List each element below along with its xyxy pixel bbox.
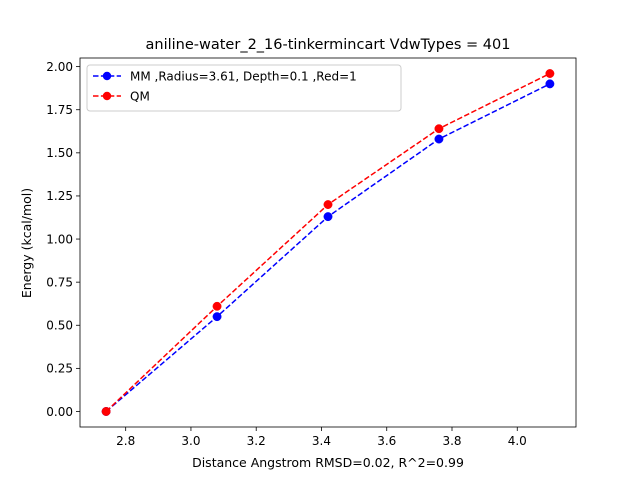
legend-box — [86, 64, 402, 112]
data-point — [323, 212, 333, 222]
x-tick-label: 3.4 — [312, 434, 331, 448]
y-tick-label: 2.00 — [46, 60, 73, 74]
y-tick-label: 1.75 — [46, 103, 73, 117]
data-point — [545, 69, 555, 78]
series-layer — [101, 69, 555, 416]
y-tick-label: 0.50 — [46, 319, 73, 333]
chart-title: aniline-water_2_16-tinkermincart VdwType… — [146, 37, 511, 53]
x-axis: 2.8 3.0 3.2 3.4 3.6 3.8 4.0 — [116, 427, 527, 448]
legend: MM ,Radius=3.61, Depth=0.1 ,Red=1 QM — [86, 64, 402, 112]
data-point — [434, 124, 444, 134]
y-axis: 0.00 0.25 0.50 0.75 1.00 1.25 1.50 1.75 2.00 — [46, 60, 80, 419]
data-point — [212, 312, 222, 322]
x-tick-label: 3.6 — [377, 434, 396, 448]
x-axis-label: Distance Angstrom RMSD=0.02, R^2=0.99 — [192, 455, 464, 470]
data-point — [434, 134, 444, 144]
plot-frame — [79, 57, 577, 428]
data-point — [212, 301, 222, 311]
y-tick-label: 1.25 — [46, 189, 73, 203]
y-tick-label: 1.50 — [46, 146, 73, 160]
x-tick-label: 3.0 — [181, 434, 200, 448]
legend-label: MM ,Radius=3.61, Depth=0.1 ,Red=1 — [130, 69, 357, 83]
legend-item: MM ,Radius=3.61, Depth=0.1 ,Red=1 — [93, 69, 357, 83]
y-axis-label: Energy (kcal/mol) — [19, 188, 34, 298]
y-tick-label: 1.00 — [46, 232, 73, 246]
y-tick-label: 0.25 — [46, 362, 73, 376]
legend-label: QM — [130, 89, 150, 103]
series-2 — [101, 69, 555, 416]
data-point — [545, 79, 555, 89]
y-tick-label: 0.00 — [46, 405, 73, 419]
data-point — [101, 407, 111, 416]
plot-area — [79, 57, 577, 428]
x-tick-label: 3.8 — [442, 434, 461, 448]
x-tick-label: 3.2 — [247, 434, 266, 448]
x-tick-label: 4.0 — [508, 434, 527, 448]
x-tick-label: 2.8 — [116, 434, 135, 448]
y-tick-label: 0.75 — [46, 275, 73, 289]
data-point — [323, 200, 333, 210]
legend-marker — [102, 71, 112, 81]
legend-marker — [102, 91, 112, 101]
legend-item: QM — [93, 89, 150, 103]
